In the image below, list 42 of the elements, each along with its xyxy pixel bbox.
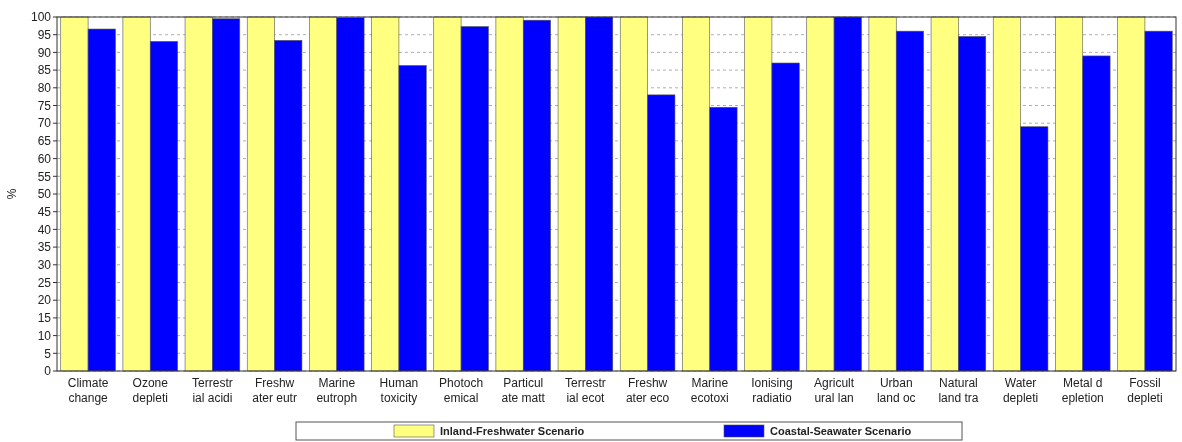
y-tick-label: 40	[37, 222, 52, 237]
x-tick-label: Photoch emical	[439, 376, 484, 405]
y-tick-label: 65	[37, 134, 52, 149]
y-tick-label: 50	[37, 187, 52, 202]
x-tick-label: Climate change	[67, 376, 109, 405]
y-tick-label: 35	[37, 240, 52, 255]
y-axis-title: %	[5, 188, 19, 200]
y-tick-label: 95	[37, 27, 52, 42]
y-tick-label: 5	[44, 346, 52, 361]
x-tick-label: Ozone depleti	[132, 376, 169, 405]
x-tick-label: Marine eutroph	[316, 376, 358, 405]
y-tick-label: 30	[37, 258, 52, 272]
x-tick-label: Freshw ater eco	[625, 376, 670, 405]
x-tick-label: Terrestr ial acidi	[192, 376, 233, 405]
x-tick-label: Freshw ater eutr	[252, 376, 297, 405]
x-tick-label: Marine ecotoxi	[690, 376, 729, 405]
y-tick-label: 25	[37, 275, 52, 290]
legend-label: Inland-Freshwater Scenario	[440, 424, 585, 437]
y-tick-label: 20	[37, 293, 52, 308]
x-tick-label: Fossil depleti	[1127, 376, 1163, 405]
y-tick-label: 90	[37, 45, 52, 60]
x-tick-label: Agricult ural lan	[814, 376, 855, 405]
legend-label: Coastal-Seawater Scenario	[770, 424, 912, 437]
x-tick-label: Metal d epletion	[1061, 376, 1104, 405]
x-tick-label: Water depleti	[1002, 376, 1039, 405]
y-tick-label: 70	[37, 116, 52, 131]
y-tick-label: 10	[37, 328, 52, 343]
x-tick-label: Ionising radiatio	[751, 376, 793, 405]
y-tick-label: 80	[37, 81, 52, 95]
y-tick-label: 45	[37, 204, 52, 219]
y-tick-label: 85	[37, 63, 52, 78]
x-tick-label: Urban land oc	[876, 376, 916, 405]
x-tick-label: Particul ate matt	[501, 376, 546, 405]
y-tick-label: 100	[30, 10, 52, 25]
y-tick-label: 0	[44, 364, 52, 379]
x-tick-label: Human toxicity	[379, 376, 419, 405]
x-tick-label: Natural land tra	[938, 376, 979, 405]
x-tick-label: Terrestr ial ecot	[565, 376, 606, 405]
y-tick-label: 15	[37, 311, 52, 326]
y-tick-label: 75	[37, 98, 52, 113]
y-tick-label: 60	[37, 151, 52, 166]
y-tick-label: 55	[37, 169, 52, 184]
